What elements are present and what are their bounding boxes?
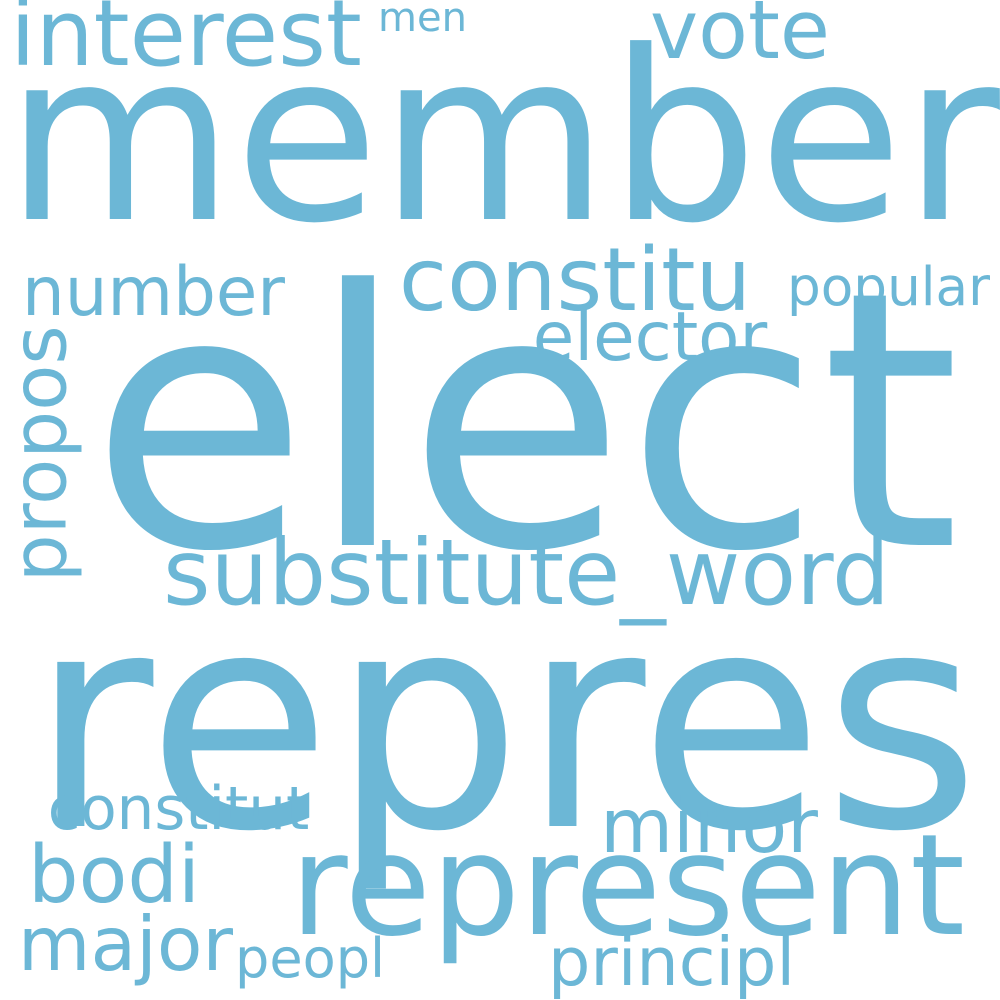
word-popular: popular [787, 255, 991, 318]
word-elect: elect [90, 215, 961, 629]
word-constitu: constitu [398, 228, 752, 331]
word-substitute-word: substitute_word [163, 518, 890, 626]
word-men: men [378, 0, 467, 41]
word-repres: repres [30, 547, 980, 898]
word-constitut: constitut [47, 775, 310, 845]
word-propos: propos [0, 325, 84, 583]
word-member: member [5, 0, 1000, 275]
word-major: major [17, 900, 234, 988]
word-bodi: bodi [28, 827, 201, 921]
word-number: number [22, 252, 286, 332]
word-principl: principl [548, 923, 795, 1000]
word-peopl: peopl [235, 926, 386, 990]
word-elector: elector [532, 297, 768, 377]
word-vote: vote [650, 0, 830, 79]
word-represent: represent [289, 805, 966, 969]
word-interest: interest [10, 0, 362, 88]
word-minor: minor [600, 781, 818, 870]
